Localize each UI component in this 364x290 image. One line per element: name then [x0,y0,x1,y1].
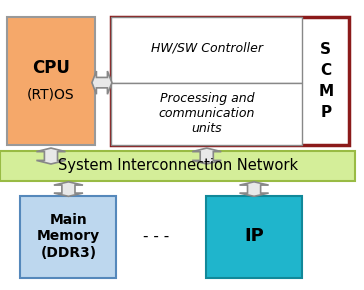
Bar [0,151,355,181]
Text: Processing and
communication
units: Processing and communication units [159,92,255,135]
Text: CPU: CPU [32,59,70,77]
Bar [206,196,302,278]
Polygon shape [36,148,66,164]
Text: - - -: - - - [143,229,169,244]
Text: HW/SW Controller: HW/SW Controller [151,42,263,55]
Bar [111,17,302,83]
Text: IP: IP [244,227,264,245]
Bar [7,17,95,145]
Bar [111,83,302,145]
Polygon shape [240,182,269,196]
Bar [20,196,116,278]
Bar [111,17,349,145]
Polygon shape [54,182,83,196]
Polygon shape [192,148,221,164]
Text: S
C
M
P: S C M P [318,42,333,120]
Text: Main
Memory
(DDR3): Main Memory (DDR3) [37,213,100,260]
Polygon shape [92,71,112,94]
Text: System Interconnection Network: System Interconnection Network [58,158,298,173]
Text: (RT)OS: (RT)OS [27,87,75,101]
